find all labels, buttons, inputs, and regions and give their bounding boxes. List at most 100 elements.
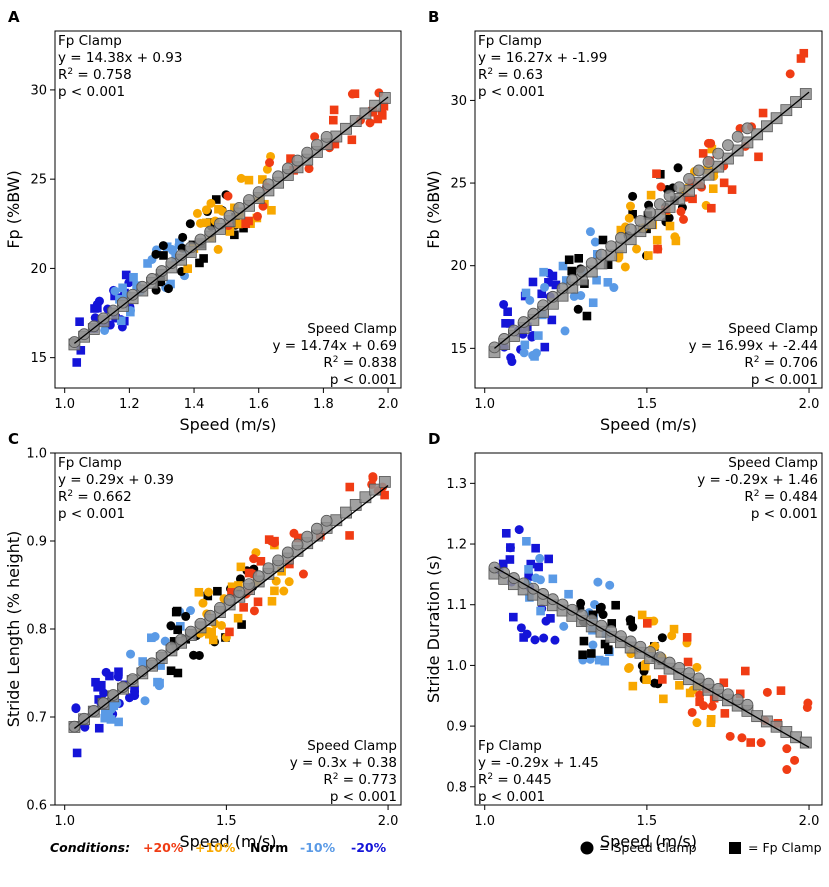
annotation-title: Speed Clamp xyxy=(307,321,397,337)
point-fp-clamp xyxy=(564,589,573,599)
point-speed-clamp xyxy=(192,208,202,218)
fit-circle xyxy=(223,209,236,222)
point-speed-clamp xyxy=(298,569,308,579)
point-fp-clamp xyxy=(646,190,656,200)
x-axis-label: Speed (m/s) xyxy=(600,832,697,851)
point-fp-clamp xyxy=(683,657,693,667)
x-tick-label: 1.0 xyxy=(474,397,495,412)
annotation-p-value: p < 0.001 xyxy=(478,84,545,100)
x-tick-label: 2.0 xyxy=(378,814,399,829)
point-fp-clamp xyxy=(735,689,745,699)
point-fp-clamp xyxy=(776,686,786,695)
fit-circle xyxy=(97,312,110,325)
point-speed-clamp xyxy=(535,575,545,585)
point-speed-clamp xyxy=(126,649,136,659)
point-fp-clamp xyxy=(156,661,165,670)
fit-circle xyxy=(204,609,217,622)
point-fp-clamp xyxy=(564,255,574,265)
point-speed-clamp xyxy=(650,678,660,688)
point-fp-clamp xyxy=(230,230,239,240)
y-axis-label: Stride Duration (s) xyxy=(424,555,443,703)
point-speed-clamp xyxy=(692,718,702,728)
point-fp-clamp xyxy=(551,280,561,290)
point-fp-clamp xyxy=(536,606,545,616)
x-tick-label: 1.2 xyxy=(119,397,140,412)
fit-circle xyxy=(712,683,725,695)
point-speed-clamp xyxy=(181,611,191,621)
point-speed-clamp xyxy=(279,586,289,596)
point-speed-clamp xyxy=(304,164,314,174)
point-fp-clamp xyxy=(519,633,528,642)
point-speed-clamp xyxy=(588,640,598,650)
fit-circle xyxy=(291,538,304,551)
point-fp-clamp xyxy=(505,555,515,564)
point-speed-clamp xyxy=(166,621,176,631)
fit-circle xyxy=(527,307,540,320)
fit-circle xyxy=(87,704,100,717)
point-speed-clamp xyxy=(756,738,766,748)
regression-line xyxy=(494,91,810,349)
point-fp-clamp xyxy=(652,169,661,179)
point-fp-clamp xyxy=(373,114,383,124)
y-tick-label: 0.9 xyxy=(446,720,467,735)
fit-circle xyxy=(585,257,598,270)
fit-circle xyxy=(566,603,579,616)
point-fp-clamp xyxy=(611,600,620,610)
point-fp-clamp xyxy=(567,266,577,276)
point-fp-clamp xyxy=(286,154,295,163)
fit-circle xyxy=(498,333,511,345)
point-fp-clamp xyxy=(540,342,550,352)
fit-circle xyxy=(87,320,100,333)
point-fp-clamp xyxy=(94,723,104,733)
point-fp-clamp xyxy=(754,152,763,162)
point-fp-clamp xyxy=(547,315,557,325)
point-fp-clamp xyxy=(195,258,204,268)
fit-square xyxy=(369,99,382,112)
point-speed-clamp xyxy=(803,698,813,708)
point-fp-clamp xyxy=(746,738,756,747)
point-speed-clamp xyxy=(249,554,259,564)
point-fp-clamp xyxy=(154,277,164,287)
fit-circle xyxy=(527,582,540,595)
fit-circle xyxy=(68,336,81,348)
point-speed-clamp xyxy=(101,667,111,677)
point-speed-clamp xyxy=(90,313,100,323)
point-speed-clamp xyxy=(163,284,173,294)
y-axis-label: Fb (%BW) xyxy=(424,170,443,248)
point-speed-clamp xyxy=(499,299,509,309)
fit-circle xyxy=(117,296,129,309)
fit-circle xyxy=(243,578,255,591)
point-fp-clamp xyxy=(207,627,216,637)
fit-circle xyxy=(78,328,91,341)
point-fp-clamp xyxy=(719,678,729,688)
point-speed-clamp xyxy=(167,245,177,255)
annotation-r2: R2 = 0.706 xyxy=(744,355,818,371)
point-speed-clamp xyxy=(151,249,161,259)
annotation-title: Fp Clamp xyxy=(478,738,542,754)
point-fp-clamp xyxy=(72,358,82,367)
annotation-r2: R2 = 0.838 xyxy=(323,355,397,371)
point-fp-clamp xyxy=(159,251,168,260)
fit-circle xyxy=(281,162,294,175)
point-fp-clamp xyxy=(130,685,139,695)
axes-frame xyxy=(474,30,823,389)
fit-circle xyxy=(712,147,725,160)
point-speed-clamp xyxy=(519,348,529,358)
legend-cond-plus20: +20% xyxy=(143,840,184,855)
fit-circle xyxy=(233,586,246,598)
fit-circle xyxy=(488,341,501,354)
x-axis-label: Speed (m/s) xyxy=(179,415,276,434)
fit-circle xyxy=(204,225,217,238)
point-fp-clamp xyxy=(544,554,553,564)
y-tick-label: 0.8 xyxy=(26,623,47,638)
point-speed-clamp xyxy=(609,283,619,293)
point-fp-clamp xyxy=(626,616,636,626)
point-speed-clamp xyxy=(560,326,570,336)
point-fp-clamp xyxy=(253,597,263,607)
fit-circle xyxy=(68,720,81,733)
fit-circle xyxy=(272,554,285,567)
annotation-title: Fp Clamp xyxy=(478,33,542,49)
panel-letter: C xyxy=(8,430,19,448)
